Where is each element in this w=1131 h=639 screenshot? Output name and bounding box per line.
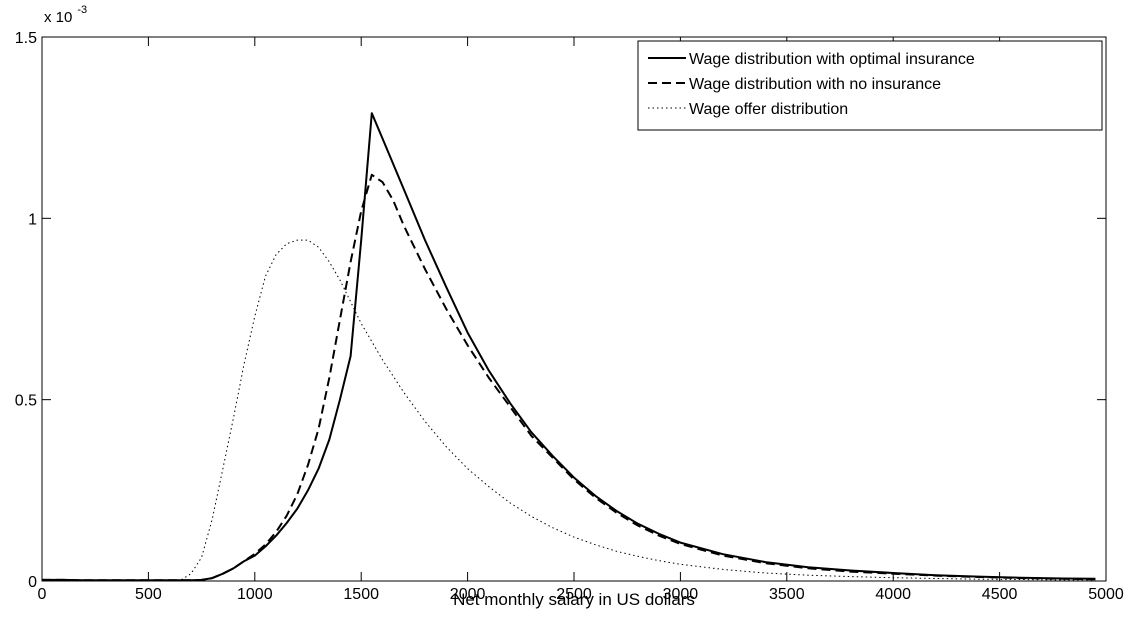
- x-tick-label: 3000: [663, 586, 699, 603]
- y-tick-label: 0.5: [15, 393, 37, 410]
- x-tick-label: 4500: [982, 586, 1018, 603]
- legend-label-2: Wage distribution with no insurance: [689, 76, 941, 93]
- x-tick-label: 0: [38, 586, 47, 603]
- legend: Wage distribution with optimal insurance…: [637, 40, 1103, 131]
- x-tick-label: 5000: [1088, 586, 1124, 603]
- y-axis-exponent: x 10 -3: [44, 4, 87, 26]
- x-tick-label: 3500: [769, 586, 805, 603]
- x-tick-label: 2000: [450, 586, 486, 603]
- x-tick-label: 1000: [237, 586, 273, 603]
- x-tick-label: 500: [135, 586, 162, 603]
- legend-box: [637, 40, 1103, 131]
- legend-label-3: Wage offer distribution: [689, 101, 848, 118]
- y-exponent-power: -3: [77, 4, 87, 16]
- x-tick-label: 2500: [556, 586, 592, 603]
- y-tick-labels: 0 0.5 1 1.5: [15, 30, 37, 591]
- y-exponent-base: x 10: [44, 9, 72, 26]
- y-tick-label: 1.5: [15, 30, 37, 47]
- x-tick-labels: 0 500 1000 1500 2000 2500 3000 3500 4000 4500 5000: [38, 586, 1124, 603]
- series-line-2: [42, 173, 1096, 582]
- x-axis-label: Net monthly salary in US dollars: [453, 590, 695, 609]
- y-tick-label: 0: [28, 574, 37, 591]
- plot-lines: [42, 112, 1096, 582]
- series-line-3: [42, 239, 1096, 581]
- y-tick-label: 1: [28, 211, 37, 228]
- x-tick-label: 1500: [343, 586, 379, 603]
- axis-ticks: [41, 36, 1107, 582]
- legend-label-1: Wage distribution with optimal insurance: [689, 51, 975, 68]
- x-tick-label: 4000: [875, 586, 911, 603]
